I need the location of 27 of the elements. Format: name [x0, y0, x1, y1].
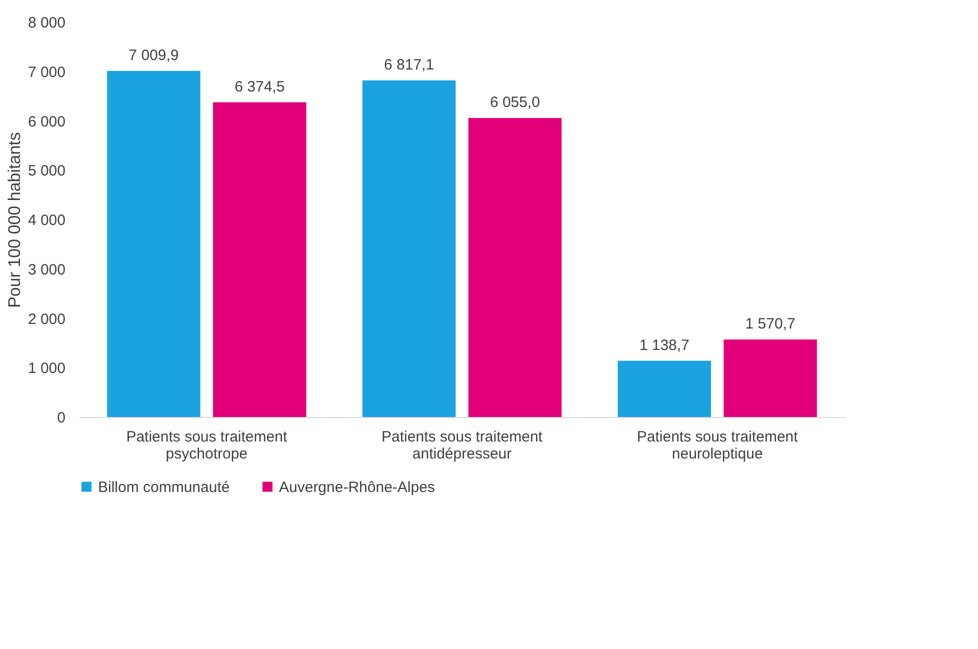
data-label: 6 817,1 — [384, 56, 434, 74]
y-tick-label: 0 — [57, 410, 66, 426]
y-tick-label: 3 000 — [28, 261, 66, 278]
y-tick-label: 2 000 — [28, 310, 66, 328]
y-tick-label: 7 000 — [28, 64, 66, 81]
y-tick-label: 5 000 — [28, 162, 66, 180]
y-tick-label: 6 000 — [28, 113, 66, 130]
bar — [107, 70, 200, 417]
y-tick-label: 1 000 — [28, 360, 66, 378]
data-label: 7 009,9 — [128, 46, 179, 64]
data-label: 6 055,0 — [490, 94, 540, 112]
legend-label: Auvergne-Rhône-Alpes — [279, 478, 435, 496]
y-tick-label: 4 000 — [28, 212, 66, 229]
bar — [213, 102, 306, 417]
bar — [362, 80, 456, 417]
legend-label: Billom communauté — [98, 478, 230, 496]
x-tick-label: Patients sous traitement psychotrope — [126, 428, 288, 462]
bar — [724, 339, 817, 417]
x-tick-label: Patients sous traitement neuroleptique — [636, 428, 799, 462]
y-axis-title: Pour 100 000 habitants — [4, 132, 24, 308]
x-tick-label: Patients sous traitement antidépresseur — [382, 428, 544, 462]
data-label: 1 138,7 — [639, 336, 690, 354]
y-tick-label: 8 000 — [28, 14, 66, 32]
bar — [618, 360, 711, 417]
data-label: 6 374,5 — [234, 78, 285, 96]
data-label: 1 570,7 — [745, 315, 796, 332]
bar — [468, 118, 562, 417]
